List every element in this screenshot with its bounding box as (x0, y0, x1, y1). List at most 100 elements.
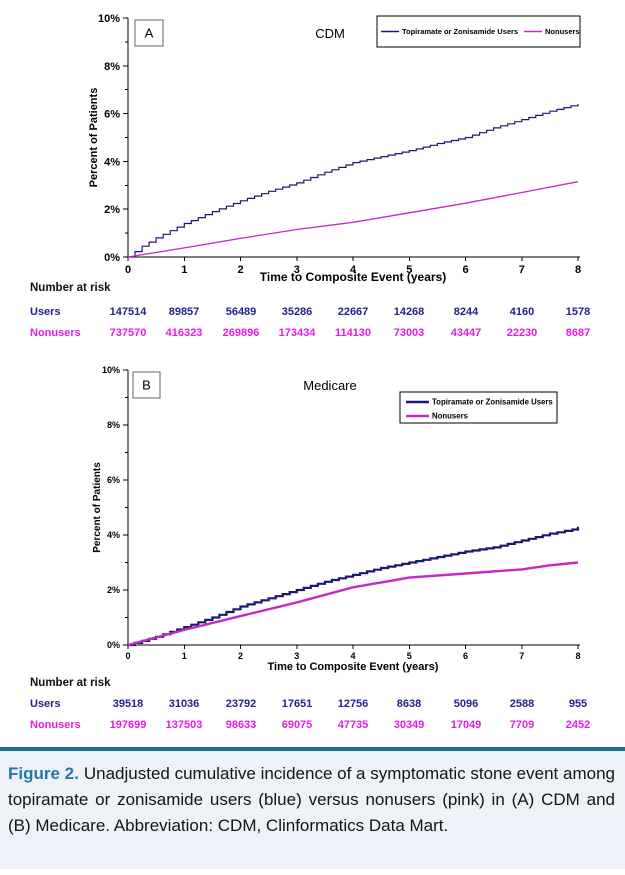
risk-value: 23792 (225, 698, 257, 710)
risk-value: 56489 (225, 306, 257, 318)
risk-value: 737570 (109, 327, 147, 339)
risk-value: 1578 (565, 306, 591, 318)
caption-top-rule (0, 747, 625, 751)
nonusers-series-line (127, 561, 579, 647)
risk-row-nonusers-medicare: Nonusers 197699 137503 98633 69075 47735… (0, 719, 625, 734)
risk-row-nonusers-cdm: Nonusers 737570 416323 269896 173434 114… (0, 327, 625, 342)
risk-value: 47735 (337, 719, 369, 731)
x-tick-label: 3 (294, 264, 300, 276)
risk-value: 8638 (396, 698, 422, 710)
x-tick-label: 7 (519, 651, 524, 661)
risk-value: 5096 (453, 698, 479, 710)
legend-label: Topiramate or Zonisamide Users (402, 27, 518, 36)
y-tick-label: 2% (107, 585, 120, 595)
risk-row-label-users: Users (30, 698, 61, 710)
y-tick-label: 0% (107, 640, 120, 650)
risk-value: 2452 (565, 719, 591, 731)
x-tick-label: 7 (519, 264, 525, 276)
y-tick-label: 6% (104, 109, 120, 121)
x-axis-title: Time to Composite Event (years) (260, 270, 447, 284)
risk-value: 14268 (393, 306, 425, 318)
x-tick-label: 1 (182, 651, 187, 661)
risk-value: 197699 (109, 719, 147, 731)
risk-row-users-medicare: Users 39518 31036 23792 17651 12756 8638… (0, 698, 625, 713)
x-axis-title: Time to Composite Event (years) (268, 661, 439, 673)
x-tick-label: 6 (462, 264, 468, 276)
risk-value: 22230 (506, 327, 538, 339)
x-tick-label: 8 (575, 264, 581, 276)
risk-row-label-nonusers: Nonusers (30, 327, 81, 339)
risk-value: 147514 (109, 306, 147, 318)
x-tick-label: 3 (294, 651, 299, 661)
x-tick-label: 2 (237, 264, 243, 276)
users-series-line (128, 104, 579, 258)
nonusers-series-line (127, 181, 579, 258)
medicare-chart-panel-b: 0% 2% 4% 6% 8% 10% 0 1 2 3 4 5 6 7 8 Time to Composite … (92, 365, 581, 673)
risk-value: 7709 (509, 719, 535, 731)
legend-label: Nonusers (432, 412, 469, 421)
risk-value: 2588 (509, 698, 535, 710)
risk-value: 8244 (453, 306, 479, 318)
risk-value: 35286 (281, 306, 313, 318)
panel-label-box (134, 19, 164, 47)
risk-value: 43447 (450, 327, 482, 339)
y-tick-label: 0% (104, 252, 120, 264)
risk-value: 269896 (222, 327, 260, 339)
y-tick-label: 4% (107, 530, 120, 540)
x-tick-label: 6 (463, 651, 468, 661)
chart-title: Medicare (303, 378, 356, 393)
risk-row-label-nonusers: Nonusers (30, 719, 81, 731)
users-series-line (128, 526, 580, 647)
x-tick-label: 4 (350, 651, 355, 661)
legend-label: Nonusers (545, 27, 580, 36)
risk-value: 17651 (281, 698, 313, 710)
risk-value: 98633 (225, 719, 257, 731)
x-tick-label: 8 (575, 651, 580, 661)
x-tick-label: 1 (181, 264, 187, 276)
y-axis-title: Percent of Patients (92, 462, 103, 553)
x-tick-label: 5 (407, 651, 412, 661)
y-tick-label: 8% (107, 420, 120, 430)
x-tick-label: 0 (125, 651, 130, 661)
x-tick-label: 0 (125, 264, 131, 276)
cdm-chart-panel-a: 0% 2% 4% 6% 8% 10% 0 1 2 3 4 5 6 7 8 Time to Composite … (88, 13, 581, 284)
risk-value: 955 (568, 698, 588, 710)
risk-value: 17049 (450, 719, 482, 731)
risk-value: 12756 (337, 698, 369, 710)
legend-label: Topiramate or Zonisamide Users (432, 398, 553, 407)
y-tick-label: 2% (104, 204, 120, 216)
risk-value: 31036 (168, 698, 200, 710)
risk-value: 137503 (165, 719, 203, 731)
legend-box (376, 15, 581, 48)
x-tick-label: 2 (238, 651, 243, 661)
risk-table-heading-cdm: Number at risk (30, 282, 111, 294)
risk-value: 4160 (509, 306, 535, 318)
y-tick-label: 4% (104, 156, 120, 168)
y-tick-label: 10% (98, 13, 120, 25)
risk-value: 114130 (334, 327, 372, 339)
caption-label: Figure 2. (8, 764, 79, 783)
x-tick-label: 4 (350, 264, 357, 276)
risk-value: 30349 (393, 719, 425, 731)
risk-value: 69075 (281, 719, 313, 731)
y-tick-label: 10% (102, 365, 120, 375)
risk-table-heading-medicare: Number at risk (30, 677, 111, 689)
x-tick-label: 5 (406, 264, 412, 276)
risk-value: 416323 (165, 327, 203, 339)
risk-value: 73003 (393, 327, 425, 339)
risk-value: 8687 (565, 327, 591, 339)
y-tick-label: 8% (104, 61, 120, 73)
panel-label-box (132, 371, 161, 399)
caption-text: Unadjusted cumulative incidence of a sym… (8, 764, 615, 835)
risk-value: 22667 (337, 306, 369, 318)
risk-row-users-cdm: Users 147514 89857 56489 35286 22667 142… (0, 306, 625, 321)
risk-row-label-users: Users (30, 306, 61, 318)
chart-title: CDM (315, 26, 345, 41)
risk-value: 173434 (278, 327, 316, 339)
y-axis-title: Percent of Patients (88, 88, 100, 188)
risk-value: 89857 (168, 306, 200, 318)
y-tick-label: 6% (107, 475, 120, 485)
panel-label: B (142, 378, 151, 393)
panel-label: A (145, 26, 154, 41)
